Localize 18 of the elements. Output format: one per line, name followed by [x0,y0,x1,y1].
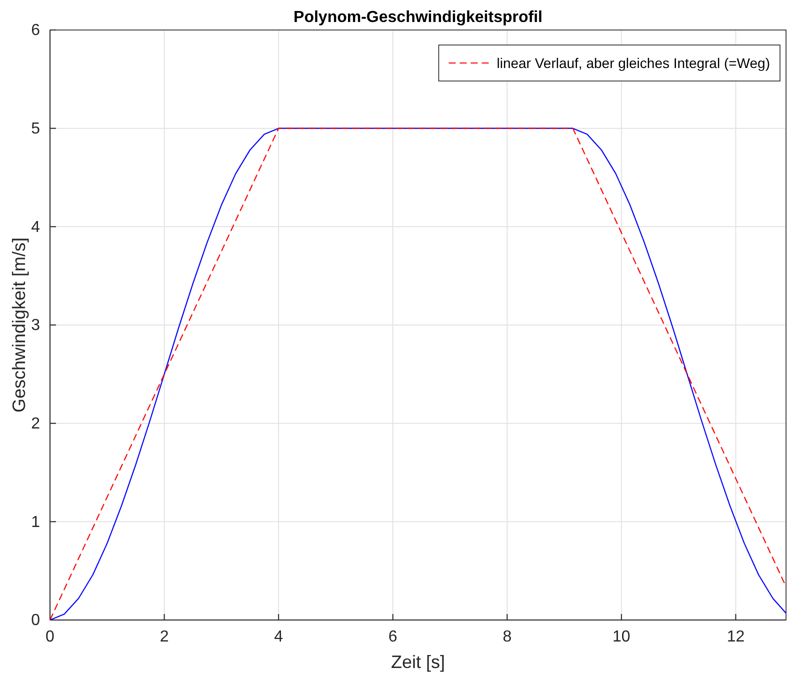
y-tick-label: 0 [31,612,40,630]
x-tick-label: 12 [726,628,745,646]
y-tick-label: 3 [31,317,40,334]
x-axis-title: Zeit [s] [390,652,446,672]
chart-title: Polynom-Geschwindigkeitsprofil [294,9,542,26]
y-tick-label: 6 [31,22,40,40]
y-tick-label: 1 [31,514,40,531]
y-tick-label: 2 [31,415,40,432]
x-tick-label: 0 [46,628,55,646]
x-tick-label: 4 [274,628,284,646]
x-tick-label: 8 [502,628,512,646]
x-tick-label: 10 [612,628,630,646]
x-tick-label: 2 [160,628,169,646]
y-axis-title: Geschwindigkeit [m/s] [9,237,29,413]
y-tick-label: 5 [31,120,40,138]
legend-label: linear Verlauf, aber gleiches Integral (=Weg) [496,55,770,71]
x-tick-label: 6 [388,628,398,646]
y-tick-label: 4 [31,218,40,236]
